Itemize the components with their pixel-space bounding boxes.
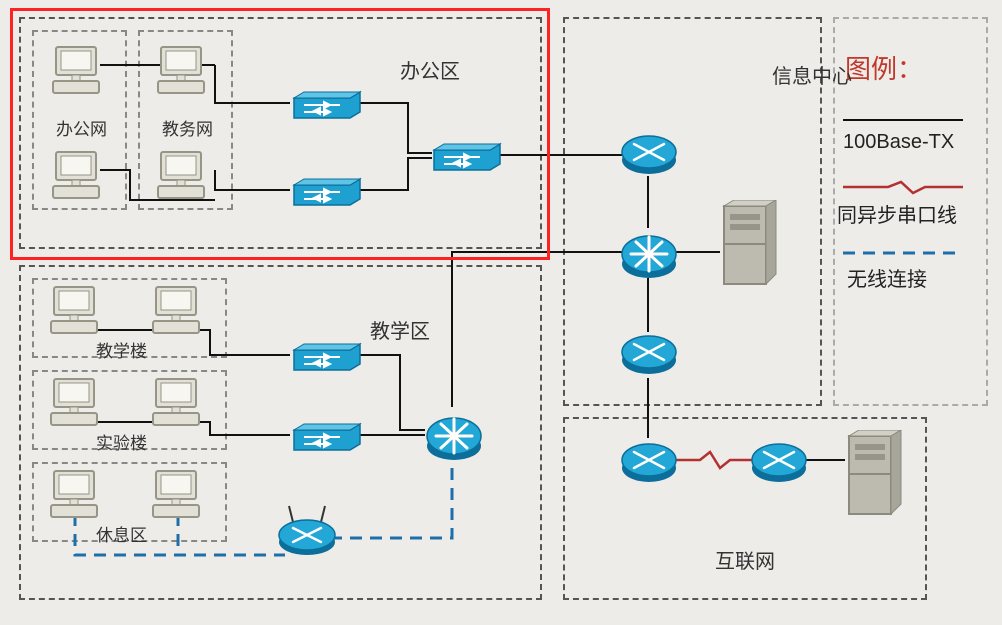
pc-icon [48,469,104,521]
node-pc_o2 [50,150,106,207]
router-icon [620,130,678,178]
label-office-net: 办公网 [56,115,107,140]
node-sw_t2 [290,420,362,459]
label-internet: 互联网 [715,545,775,574]
pc-icon [48,377,104,429]
router-icon [620,438,678,486]
switch-icon [290,88,362,122]
node-pc_l1 [48,377,104,434]
node-r_i1 [620,130,678,183]
node-ml_i [620,228,678,287]
diagram-canvas: 图例： 100Base-TX 同异步串口线 无线连接 办公区 教学区 信息中心 … [0,0,1002,625]
node-sw_o3 [430,140,502,179]
node-r_i2 [620,330,678,383]
node-wr [275,500,339,565]
legend-region: 图例： 100Base-TX 同异步串口线 无线连接 [833,17,988,406]
node-pc_r1 [48,469,104,526]
pc-icon [150,377,206,429]
node-pc_e2 [155,150,211,207]
pc-icon [50,45,106,97]
switch-icon [290,420,362,454]
pc-icon [48,285,104,337]
switch-icon [430,140,502,174]
legend-title: 图例： [845,49,923,86]
node-pc_o1 [50,45,106,102]
pc-icon [155,150,211,202]
mlswitch-icon [425,410,483,464]
node-sw_t1 [290,340,362,379]
pc-icon [150,469,206,521]
router-icon [620,330,678,378]
label-info: 信息中心 [772,60,852,89]
node-r_n1 [620,438,678,491]
pc-icon [150,285,206,337]
node-sw_o2 [290,175,362,214]
node-pc_l2 [150,377,206,434]
node-pc_r2 [150,469,206,526]
server-icon [720,200,780,290]
legend-item-serial: 同异步串口线 [837,199,957,228]
node-pc_t2 [150,285,206,342]
legend-item-solid: 100Base-TX [843,131,954,154]
node-sw_o1 [290,88,362,127]
label-office: 办公区 [400,55,460,84]
label-edu-net: 教务网 [162,115,213,140]
node-srv2 [845,430,905,525]
legend-item-dash: 无线连接 [847,263,927,292]
node-srv1 [720,200,780,295]
pc-icon [155,45,211,97]
node-pc_t1 [48,285,104,342]
wireless-router-icon [275,500,339,560]
node-pc_e1 [155,45,211,102]
server-icon [845,430,905,520]
switch-icon [290,340,362,374]
node-r_t [425,410,483,469]
pc-icon [50,150,106,202]
router-icon [750,438,808,486]
label-teach: 教学区 [370,315,430,344]
mlswitch-icon [620,228,678,282]
node-r_n2 [750,438,808,491]
switch-icon [290,175,362,209]
